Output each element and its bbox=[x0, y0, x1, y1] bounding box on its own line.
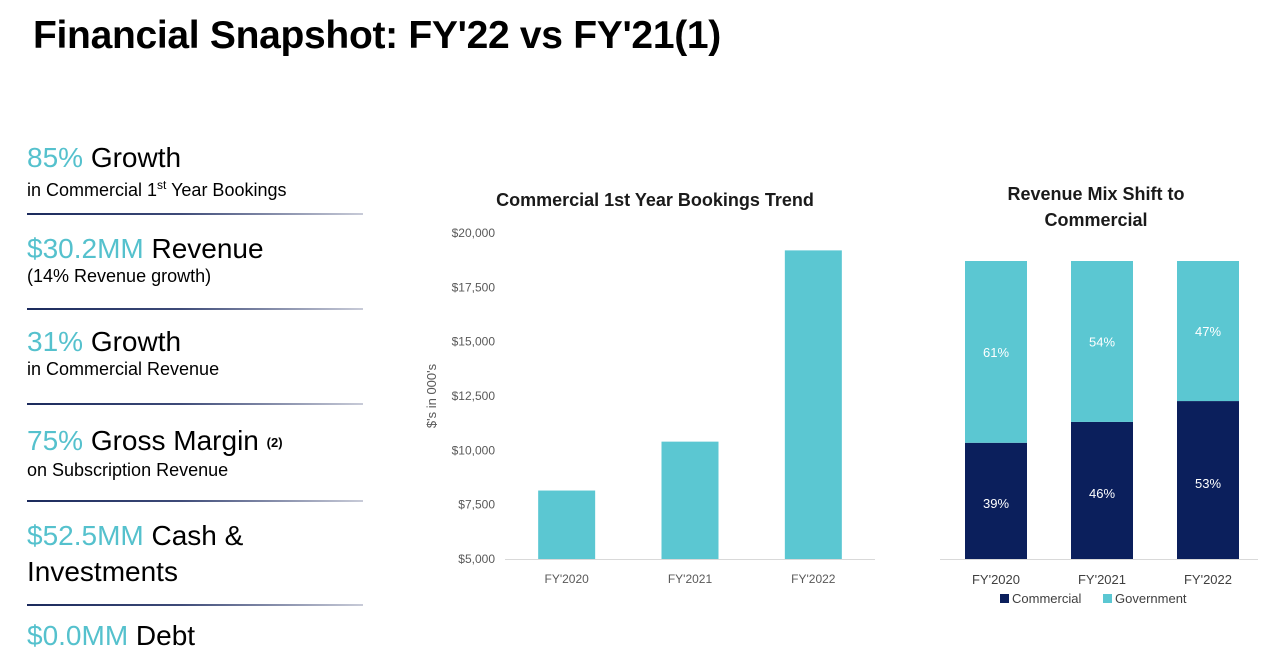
bar bbox=[661, 441, 719, 559]
metric-divider bbox=[27, 500, 363, 502]
metric-sub: (14% Revenue growth) bbox=[27, 266, 212, 286]
stacked-segment-commercial bbox=[1177, 401, 1239, 559]
metric-label: Cash & bbox=[143, 520, 244, 551]
metric-divider bbox=[27, 308, 363, 310]
x-tick-label: FY'2022 bbox=[1184, 572, 1232, 587]
metric-sub: in Commercial Revenue bbox=[27, 359, 220, 379]
y-tick-label: $7,500 bbox=[458, 498, 495, 512]
metric-divider bbox=[27, 403, 363, 405]
stacked-segment-government bbox=[1177, 261, 1239, 402]
metric-value: $30.2MM bbox=[27, 233, 144, 264]
metric-bookings-growth: 85% Growth in Commercial 1st Year Bookin… bbox=[27, 142, 367, 201]
mix-chart-title-line2: Commercial bbox=[1044, 210, 1147, 230]
metric-label: Revenue bbox=[143, 233, 264, 264]
x-tick-label: FY'2020 bbox=[972, 572, 1020, 587]
metric-label: Growth bbox=[83, 326, 182, 357]
metric-value: $0.0MM bbox=[27, 620, 129, 651]
stacked-segment-commercial bbox=[1071, 421, 1133, 559]
y-tick-label: $20,000 bbox=[452, 226, 496, 240]
revenue-mix-chart: Revenue Mix Shift to Commercial 39% 61% FY'2… bbox=[940, 184, 1258, 606]
x-tick-label: FY'2022 bbox=[791, 572, 836, 586]
x-tick-label: FY'2021 bbox=[1078, 572, 1126, 587]
legend-swatch-commercial bbox=[1000, 594, 1009, 603]
metric-value: 31% bbox=[27, 326, 84, 357]
metric-gross-margin: 75% Gross Margin (2) on Subscription Rev… bbox=[27, 425, 367, 481]
legend-label: Commercial bbox=[1012, 591, 1081, 606]
data-label: 53% bbox=[1195, 476, 1221, 491]
x-tick-label: FY'2021 bbox=[668, 572, 713, 586]
metric-revenue: $30.2MM Revenue (14% Revenue growth) bbox=[27, 233, 367, 287]
data-label: 46% bbox=[1089, 486, 1115, 501]
metric-commercial-growth: 31% Growth in Commercial Revenue bbox=[27, 326, 367, 380]
stacked-segment-commercial bbox=[965, 442, 1027, 559]
metric-divider bbox=[27, 213, 363, 215]
metric-sub: on Subscription Revenue bbox=[27, 460, 229, 480]
legend-label: Government bbox=[1115, 591, 1187, 606]
metric-value: $52.5MM bbox=[27, 520, 144, 551]
metric-sub-sup: st bbox=[157, 178, 167, 192]
metric-debt: $0.0MM Debt bbox=[27, 620, 367, 652]
y-tick-label: $12,500 bbox=[452, 389, 496, 403]
bookings-trend-chart: Commercial 1st Year Bookings Trend $5,000… bbox=[424, 190, 875, 586]
metric-label: Gross Margin bbox=[83, 425, 267, 456]
bar bbox=[538, 490, 596, 559]
y-tick-label: $10,000 bbox=[452, 443, 496, 457]
data-label: 61% bbox=[983, 345, 1009, 360]
legend-swatch-government bbox=[1103, 594, 1112, 603]
y-tick-label: $15,000 bbox=[452, 335, 496, 349]
metric-cash: $52.5MM Cash & Investments bbox=[27, 520, 367, 588]
metric-label: Growth bbox=[83, 142, 182, 173]
stacked-segment-government bbox=[965, 261, 1027, 443]
metric-label-line2: Investments bbox=[27, 556, 178, 587]
page-title: Financial Snapshot: FY'22 vs FY'21(1) bbox=[33, 14, 721, 57]
metric-value: 85% bbox=[27, 142, 84, 173]
metric-sub-tail: Year Bookings bbox=[166, 180, 287, 200]
mix-chart-title: Revenue Mix Shift to bbox=[1007, 184, 1184, 204]
metric-label-footnote: (2) bbox=[266, 435, 283, 450]
metric-label: Debt bbox=[128, 620, 196, 651]
data-label: 47% bbox=[1195, 324, 1221, 339]
y-axis-label: $'s in 000's bbox=[424, 363, 439, 428]
y-tick-label: $5,000 bbox=[458, 552, 495, 566]
metric-divider bbox=[27, 604, 363, 606]
metric-sub: in Commercial 1 bbox=[27, 180, 158, 200]
bar bbox=[784, 250, 842, 559]
bookings-chart-title: Commercial 1st Year Bookings Trend bbox=[496, 190, 814, 210]
x-tick-label: FY'2020 bbox=[545, 572, 590, 586]
data-label: 54% bbox=[1089, 334, 1115, 349]
data-label: 39% bbox=[983, 496, 1009, 511]
y-tick-label: $17,500 bbox=[452, 280, 496, 294]
metric-value: 75% bbox=[27, 425, 84, 456]
stacked-segment-government bbox=[1071, 261, 1133, 422]
